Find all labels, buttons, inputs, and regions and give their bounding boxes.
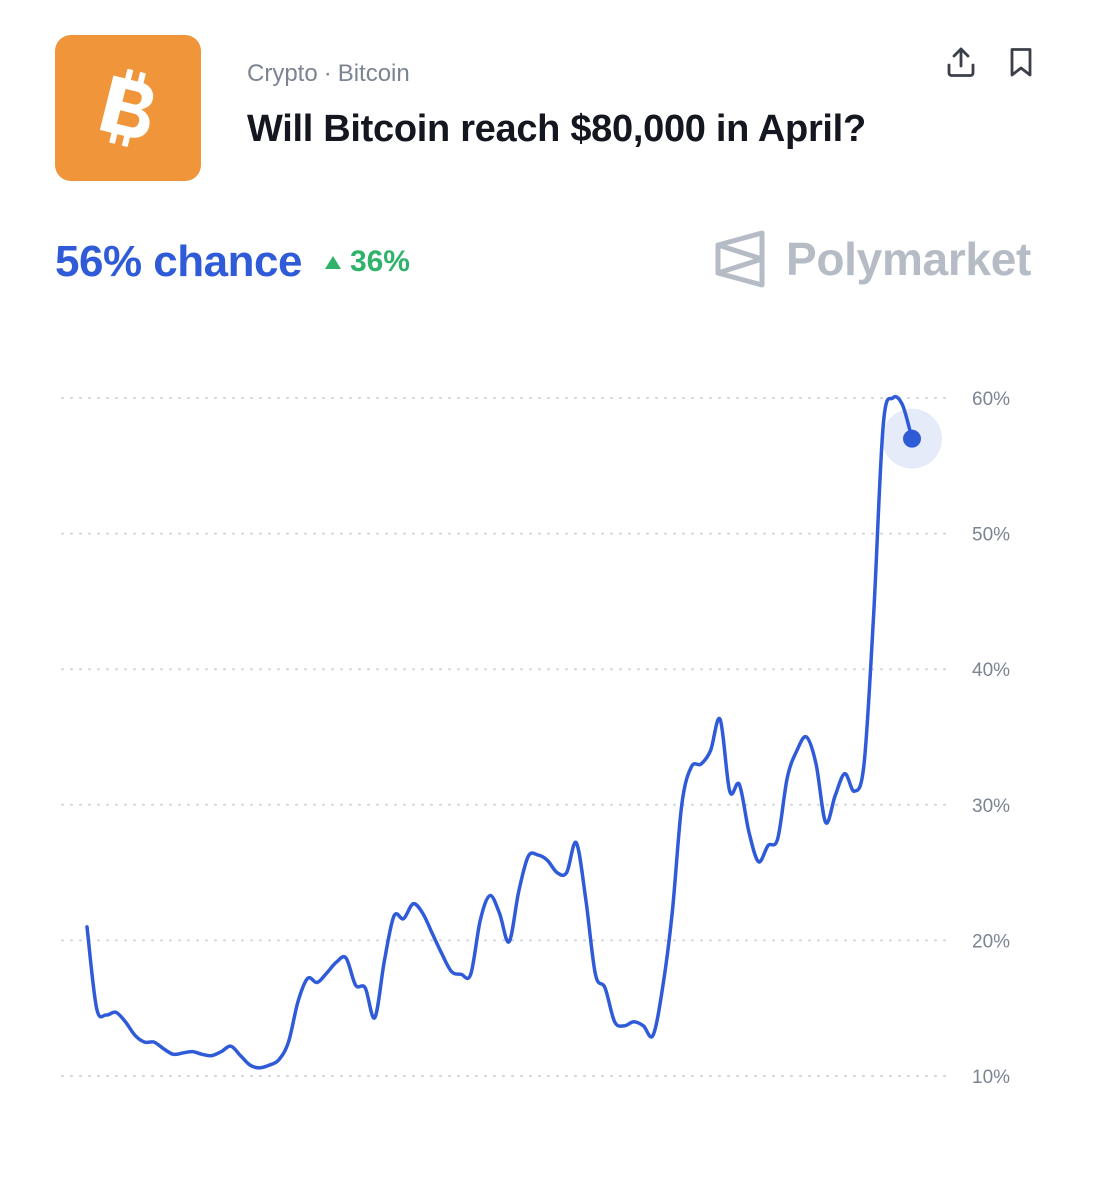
series-line [85, 394, 914, 1070]
breadcrumb-subcategory-link[interactable]: Bitcoin [337, 60, 410, 87]
y-tick-label: 30% [972, 796, 1010, 817]
chance-row: 56% chance 36% [55, 232, 410, 292]
last-point-marker [903, 429, 921, 448]
y-tick-label: 40% [972, 660, 1010, 681]
chance-change-value: 36% [349, 245, 410, 278]
chance-value: 56% chance [55, 237, 302, 286]
polymarket-brand: Polymarket [714, 226, 1031, 292]
polymarket-wordmark: Polymarket [786, 233, 1032, 285]
y-tick-label: 60% [972, 389, 1010, 410]
breadcrumb-category-link[interactable]: Crypto [247, 60, 318, 87]
share-button[interactable] [939, 40, 983, 84]
market-title: Will Bitcoin reach $80,000 in April? [247, 108, 866, 150]
bookmark-icon [1010, 48, 1032, 77]
chance-change: 36% [324, 245, 410, 279]
y-tick-label: 10% [972, 1067, 1010, 1088]
breadcrumb-separator: · [323, 60, 332, 87]
bookmark-button[interactable] [999, 40, 1043, 84]
y-tick-label: 50% [972, 525, 1010, 546]
bitcoin-icon [99, 68, 154, 147]
breadcrumb: Crypto · Bitcoin [247, 60, 410, 88]
chart-grid: 60% 50% 40% 30% 20% 10% [61, 389, 1010, 1088]
polymarket-logo-icon [715, 230, 765, 288]
y-tick-label: 20% [972, 931, 1010, 952]
chart-lines [85, 394, 942, 1070]
bitcoin-logo [55, 35, 201, 181]
share-icon [947, 47, 975, 77]
triangle-up-icon [324, 255, 341, 269]
